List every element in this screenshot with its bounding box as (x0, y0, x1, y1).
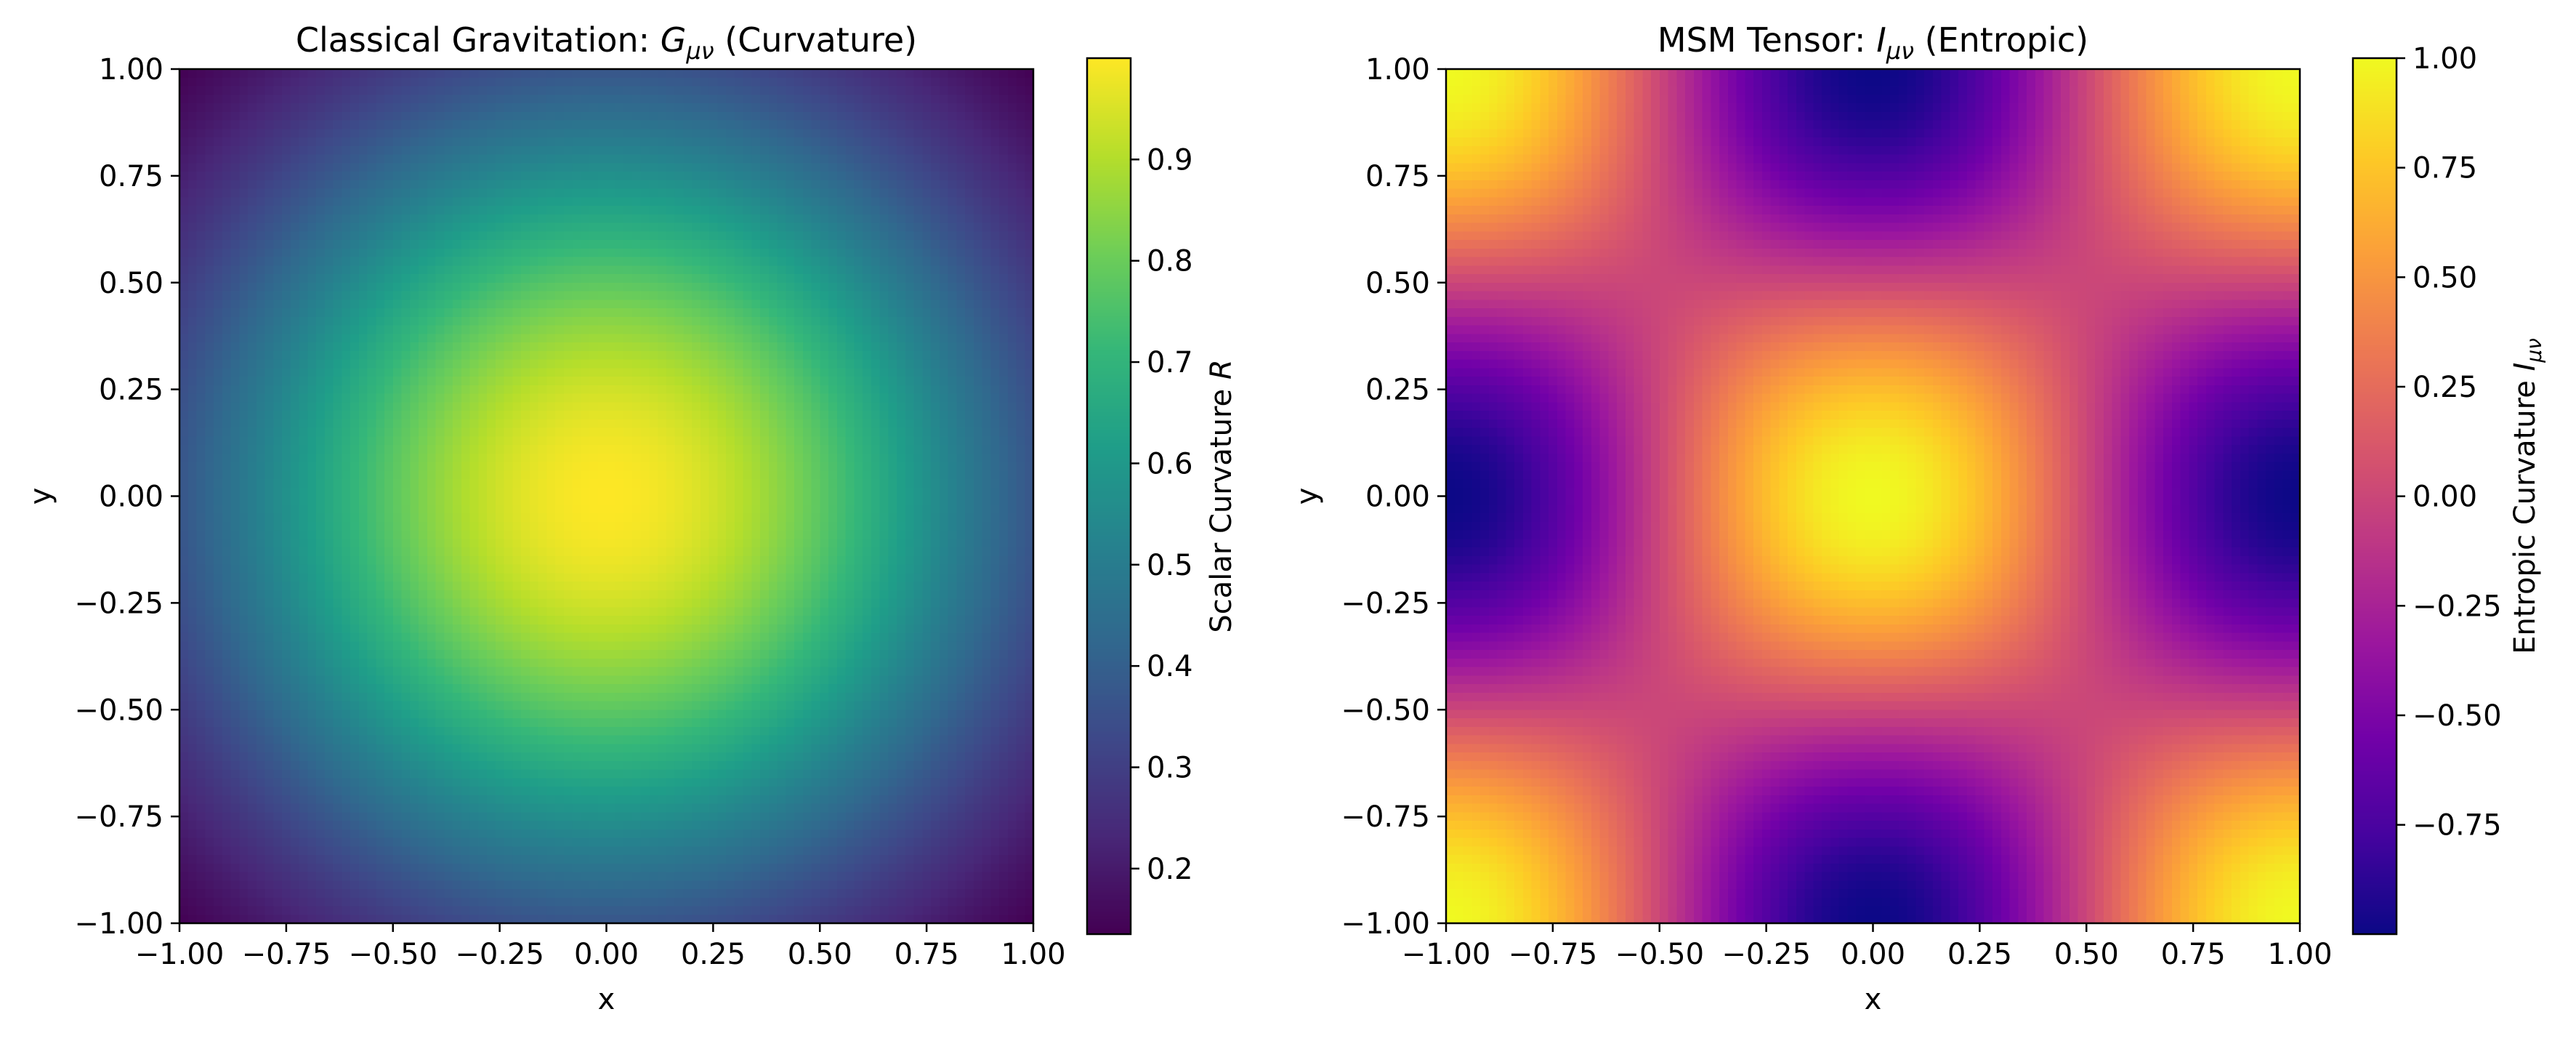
y-tick-label: −1.00 (1341, 907, 1430, 941)
colorbar-label-symbol: R (1205, 359, 1238, 379)
x-tick-label: 1.00 (1001, 938, 1065, 971)
y-tick-label: 0.75 (99, 160, 163, 193)
colorbar-tick-label: 0.9 (1147, 143, 1193, 177)
colorbar-tick-label: 0.75 (2413, 152, 2477, 185)
colorbar-label-text: Entropic Curvature (2508, 371, 2542, 654)
colorbar-label: Entropic Curvature Iμν (2508, 338, 2546, 654)
title-symbol: I (1876, 20, 1886, 60)
y-tick-label: −0.50 (74, 694, 163, 727)
x-tick-label: 0.75 (2161, 938, 2226, 971)
title-subscript: μν (685, 37, 714, 65)
colorbar-tick-label: 0.4 (1147, 650, 1193, 683)
chart-title: MSM Tensor: Iμν (Entropic) (1658, 20, 2088, 65)
colorbar-gradient (2353, 58, 2397, 934)
x-tick-label: 0.00 (1841, 938, 1905, 971)
y-tick-label: 0.25 (1365, 374, 1430, 407)
colorbar-frame (1086, 57, 1132, 936)
colorbar-tick-label: 1.00 (2413, 42, 2477, 76)
x-tick-label: 0.50 (2054, 938, 2119, 971)
x-tick-label: 0.25 (681, 938, 746, 971)
colorbar-gradient (1087, 58, 1131, 934)
x-tick-label: −0.50 (348, 938, 437, 971)
heatmap-image (1446, 69, 2300, 923)
title-prefix: MSM Tensor: (1658, 20, 1876, 60)
y-tick-label: 0.50 (99, 267, 163, 300)
colorbar-label-subscript: μν (2522, 338, 2546, 363)
colorbar-label: Scalar Curvature R (1205, 359, 1238, 632)
colorbar-tick-label: 0.7 (1147, 346, 1193, 379)
panel-2: −1.00 −0.75 −0.50 −0.25 0.00 0.25 0.50 0.75 1.00… (1291, 20, 2546, 1016)
y-tick-label: 0.50 (1365, 267, 1430, 300)
x-tick-label: −0.25 (1721, 938, 1811, 971)
x-axis-label: x (598, 983, 615, 1016)
y-tick-label: −0.75 (1341, 800, 1430, 834)
y-tick-label: −0.50 (1341, 694, 1430, 727)
x-tick-label: −0.75 (1509, 938, 1598, 971)
panel-1: −1.00 −0.75 −0.50 −0.25 0.00 0.25 0.50 0.75 1.00… (24, 20, 1238, 1016)
colorbar-tick-label: −0.75 (2413, 809, 2502, 843)
colorbar-tick-label: 0.6 (1147, 447, 1193, 481)
title-suffix: (Entropic) (1914, 20, 2088, 60)
title-subscript: μν (1886, 37, 1914, 65)
title-suffix: (Curvature) (714, 20, 918, 60)
y-tick-label: −1.00 (74, 907, 163, 941)
x-axis-label: x (1865, 983, 1882, 1016)
x-tick-label: −0.25 (455, 938, 544, 971)
x-tick-label: 1.00 (2267, 938, 2332, 971)
x-tick-label: −0.75 (242, 938, 331, 971)
y-tick-label: −0.25 (74, 587, 163, 620)
colorbar-tick-label: 0.5 (1147, 549, 1193, 582)
chart-title: Classical Gravitation: Gμν (Curvature) (296, 20, 917, 65)
colorbar-tick-label: 0.25 (2413, 371, 2477, 404)
colorbar-tick-label: 0.2 (1147, 853, 1193, 886)
y-tick-label: 0.00 (1365, 481, 1430, 514)
x-tick-label: 0.00 (574, 938, 639, 971)
y-tick-label: 0.75 (1365, 160, 1430, 193)
y-axis-label: y (24, 488, 57, 505)
x-tick-label: −1.00 (135, 938, 225, 971)
y-tick-label: −0.75 (74, 800, 163, 834)
x-tick-label: −1.00 (1402, 938, 1491, 971)
colorbar-tick-label: 0.50 (2413, 261, 2477, 294)
y-tick-label: 1.00 (1365, 53, 1430, 87)
x-tick-label: 0.75 (895, 938, 959, 971)
colorbar-label-text: Scalar Curvature (1205, 379, 1238, 633)
title-prefix: Classical Gravitation: (296, 20, 661, 60)
colorbar-tick-label: 0.00 (2413, 481, 2477, 514)
title-symbol: G (661, 20, 687, 60)
colorbar-label-symbol: I (2508, 363, 2542, 371)
y-tick-label: 0.25 (99, 374, 163, 407)
x-tick-label: 0.25 (1947, 938, 2012, 971)
x-tick-label: 0.50 (788, 938, 852, 971)
colorbar-tick-label: 0.3 (1147, 751, 1193, 784)
x-tick-label: −0.50 (1615, 938, 1704, 971)
colorbar-tick-label: −0.25 (2413, 590, 2502, 623)
y-tick-label: −0.25 (1341, 587, 1430, 620)
colorbar-tick-label: −0.50 (2413, 699, 2502, 733)
y-axis-label: y (1291, 488, 1324, 505)
heatmap-image (179, 69, 1033, 923)
y-tick-label: 0.00 (99, 481, 163, 514)
colorbar-tick-label: 0.8 (1147, 245, 1193, 278)
y-tick-label: 1.00 (99, 53, 163, 87)
